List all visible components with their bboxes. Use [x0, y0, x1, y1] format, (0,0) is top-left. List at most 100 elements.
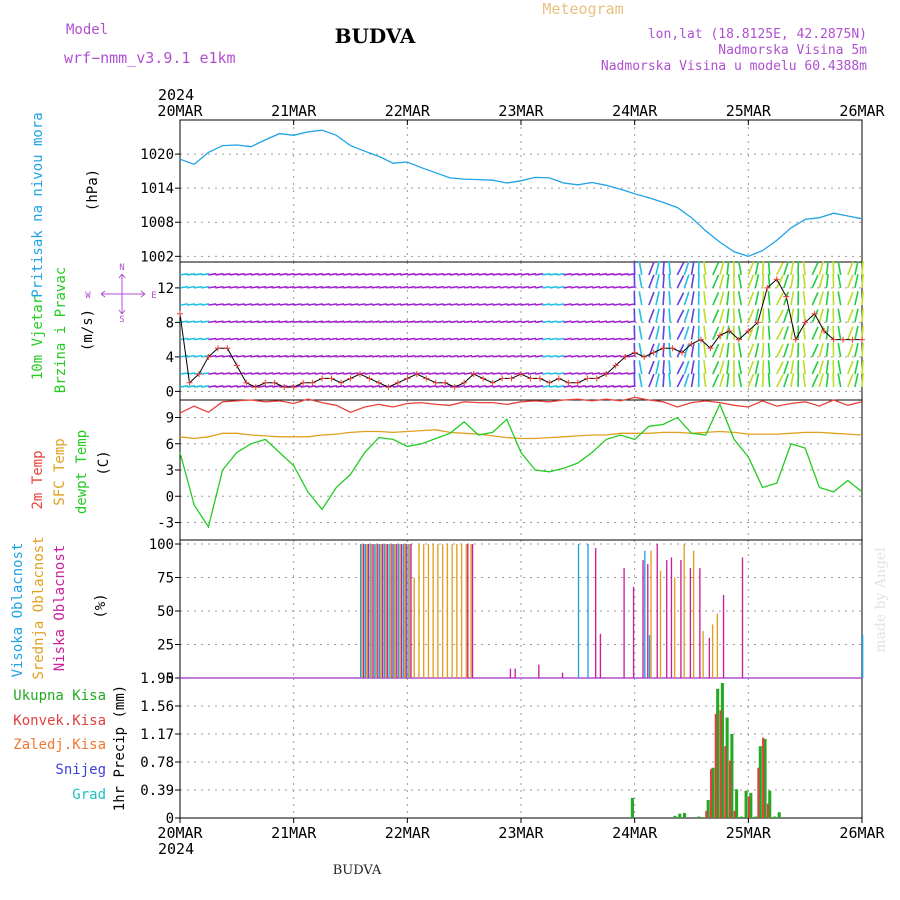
- wind-barb: [215, 272, 224, 276]
- cloud-bar-low: [362, 544, 365, 678]
- wind-barbs: [179, 260, 864, 388]
- pressure-line: [179, 129, 863, 257]
- wind-barb: [286, 354, 295, 358]
- cloud-bar-low: [400, 544, 403, 678]
- wind-barb: [811, 261, 819, 276]
- wind-barb: [343, 272, 352, 276]
- wind-barb: [790, 360, 795, 375]
- wind-barb: [556, 385, 565, 388]
- wind-barb: [329, 385, 338, 388]
- wind-barb: [428, 337, 437, 341]
- wind-point: [186, 379, 193, 386]
- wind-barb: [662, 325, 665, 340]
- wind-barb: [563, 272, 572, 276]
- wind-barb: [229, 337, 238, 341]
- wind-barb: [776, 262, 784, 276]
- precip-bar-rain: [772, 816, 777, 818]
- wind-barb: [485, 285, 494, 289]
- wind-barb: [854, 343, 859, 358]
- wind-barb: [535, 303, 544, 306]
- wind-barb: [321, 320, 331, 324]
- wind-barb: [861, 360, 864, 375]
- wind-barb: [364, 320, 373, 324]
- wind-barb: [754, 274, 760, 289]
- cloud-bar-low: [405, 544, 407, 678]
- wind-barb: [811, 292, 819, 306]
- precip-bar-conv: [709, 769, 713, 818]
- precip-bar-rain: [730, 734, 734, 818]
- wind-barb: [293, 372, 302, 375]
- wind-barb: [570, 372, 579, 375]
- wind-barb: [747, 309, 755, 323]
- wind-barb: [776, 309, 784, 323]
- wind-barb: [712, 292, 720, 306]
- wind-barb: [314, 285, 324, 289]
- wind-barb: [378, 303, 387, 306]
- wind-barb: [761, 325, 765, 340]
- wind-barb: [712, 361, 720, 375]
- wind-barb: [314, 303, 324, 306]
- precip-bar-rain: [697, 816, 701, 818]
- wind-barb: [802, 325, 806, 340]
- wind-barb: [300, 272, 309, 276]
- wind-barb: [186, 272, 196, 276]
- wind-barb: [343, 285, 352, 289]
- wind-barb: [222, 320, 231, 324]
- wind-barb: [767, 260, 771, 276]
- wind-barb: [776, 326, 784, 340]
- wind-barb: [811, 274, 819, 289]
- wind-barb: [371, 385, 380, 388]
- wind-barb: [371, 272, 380, 276]
- wind-barb: [683, 326, 690, 340]
- wind-barb: [243, 337, 252, 341]
- temp-ylabel-2m: 2m Temp: [30, 450, 46, 509]
- wind-barb: [668, 373, 671, 388]
- wind-barb: [272, 320, 281, 324]
- wind-barb: [668, 342, 671, 357]
- wind-barb: [613, 372, 622, 375]
- wind-barb: [606, 272, 615, 276]
- wind-barb: [854, 308, 859, 323]
- wind-barb: [392, 385, 402, 388]
- wind-barb: [584, 320, 593, 324]
- wind-barb: [314, 320, 324, 324]
- precip-bar-rain: [754, 816, 758, 818]
- wind-barb: [655, 325, 660, 340]
- precip-bar-rain: [758, 746, 762, 818]
- wind-barb: [279, 372, 288, 375]
- cloud-bar-mid: [394, 544, 396, 678]
- temp-line-dewpt: [179, 402, 863, 529]
- wind-barb: [471, 303, 480, 306]
- wind-barb: [506, 385, 515, 388]
- precip-bar-rain: [735, 789, 739, 818]
- wind-point: [650, 349, 657, 356]
- wind-barb: [392, 337, 402, 341]
- wind-barb: [690, 308, 695, 323]
- wind-barb: [243, 385, 252, 388]
- wind-barb: [293, 354, 302, 358]
- wind-barb: [449, 337, 458, 341]
- ytick-label: 25: [157, 638, 174, 654]
- cloud-bar-high: [374, 544, 376, 678]
- wind-barb: [620, 285, 629, 289]
- wind-barb: [606, 285, 615, 289]
- wind-barb: [690, 360, 695, 375]
- wind-barb: [265, 337, 274, 341]
- wind-barb: [179, 372, 189, 375]
- precip-bar-rain: [763, 739, 767, 818]
- cloud-bar-low: [372, 544, 374, 678]
- wind-barb: [556, 337, 565, 341]
- wind-barb: [712, 373, 720, 388]
- wind-barb: [556, 354, 565, 358]
- wind-barb: [286, 285, 295, 289]
- cloud-bar-low: [514, 668, 516, 678]
- ytick-label: 0: [166, 811, 174, 827]
- wind-barb: [272, 385, 281, 388]
- wind-barb: [761, 342, 765, 357]
- cloud-bar-low: [623, 568, 625, 678]
- legend-conv: Konvek.Kisa: [13, 713, 106, 729]
- wind-barb: [591, 337, 601, 341]
- wind-barb: [471, 285, 480, 289]
- wind-barb: [307, 337, 316, 341]
- ytick-label: 75: [157, 571, 174, 587]
